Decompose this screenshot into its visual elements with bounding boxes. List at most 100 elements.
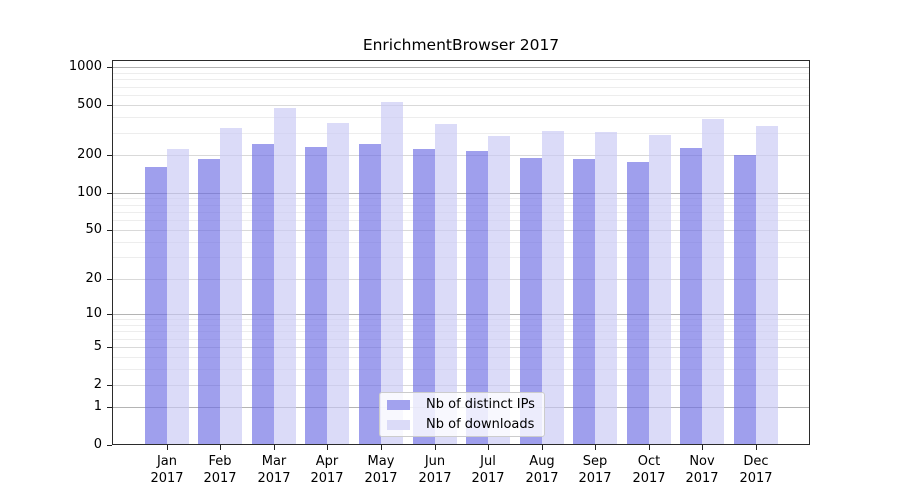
bar-downloads-jun xyxy=(435,124,457,445)
bar-distinct-ips-feb xyxy=(198,159,220,445)
x-tick-label-jun: Jun 2017 xyxy=(405,453,465,487)
y-tick-label-1000: 1000 xyxy=(68,59,102,75)
gridline-200 xyxy=(113,155,809,156)
y-tick-500 xyxy=(107,105,112,107)
y-tick-2 xyxy=(107,384,112,386)
y-tick-label-0: 0 xyxy=(93,437,102,452)
bar-distinct-ips-nov xyxy=(680,147,702,445)
bar-distinct-ips-oct xyxy=(627,162,649,445)
y-tick-label-20: 20 xyxy=(85,270,102,286)
x-tick-year-text: 2017 xyxy=(471,471,505,486)
gridline-minor-60 xyxy=(113,220,809,222)
legend: Nb of distinct IPs Nb of downloads xyxy=(379,392,545,437)
chart-title: EnrichmentBrowser 2017 xyxy=(362,36,560,54)
x-tick-month-text: Dec xyxy=(743,454,769,469)
gridline-minor-40 xyxy=(113,242,809,243)
x-tick-label-mar: Mar 2017 xyxy=(244,453,304,487)
legend-item-distinct-ips: Nb of distinct IPs xyxy=(387,395,544,414)
x-tick-jun xyxy=(435,445,436,450)
gridline-minor-30 xyxy=(113,257,809,259)
x-tick-label-jan: Jan 2017 xyxy=(137,453,197,487)
x-tick-aug xyxy=(542,445,543,450)
x-tick-month-text: Sep xyxy=(582,454,608,469)
y-tick-100 xyxy=(107,192,112,194)
gridline-minor-9 xyxy=(113,319,809,321)
x-tick-month-text: Jan xyxy=(156,454,178,469)
gridline-minor-6 xyxy=(113,338,809,340)
gridline-minor-700 xyxy=(113,86,809,88)
bar-distinct-ips-jan xyxy=(145,167,167,445)
bar-distinct-ips-may xyxy=(359,143,381,445)
gridline-minor-3 xyxy=(113,369,809,371)
gridline-2 xyxy=(113,384,809,386)
legend-swatch-distinct-ips xyxy=(387,399,410,410)
gridline-5 xyxy=(113,347,809,348)
x-tick-month-text: Jul xyxy=(480,454,496,469)
gridline-minor-800 xyxy=(113,79,809,81)
x-tick-year-text: 2017 xyxy=(203,471,237,486)
bar-downloads-apr xyxy=(327,122,349,445)
y-tick-label-200: 200 xyxy=(77,147,102,162)
y-tick-label-2: 2 xyxy=(93,376,102,392)
y-tick-label-5: 5 xyxy=(93,339,102,354)
x-tick-year-text: 2017 xyxy=(310,471,344,486)
bar-distinct-ips-jul xyxy=(466,151,488,445)
bar-distinct-ips-mar xyxy=(252,143,274,445)
x-tick-may xyxy=(381,445,382,450)
y-tick-0 xyxy=(107,445,112,446)
x-tick-label-apr: Apr 2017 xyxy=(297,453,357,487)
x-tick-nov xyxy=(702,445,703,450)
x-tick-month-text: May xyxy=(367,454,395,469)
gridline-minor-600 xyxy=(113,95,809,97)
gridline-minor-80 xyxy=(113,204,809,206)
y-tick-label-100: 100 xyxy=(77,184,102,200)
legend-swatch-downloads xyxy=(387,419,410,430)
gridline-minor-4 xyxy=(113,357,809,358)
x-tick-month-text: Jun xyxy=(424,454,446,469)
gridline-minor-7 xyxy=(113,331,809,333)
x-tick-year-text: 2017 xyxy=(257,471,291,486)
bar-downloads-sep xyxy=(595,132,617,445)
x-tick-feb xyxy=(220,445,221,450)
y-tick-10 xyxy=(107,313,112,315)
bar-downloads-mar xyxy=(274,107,296,445)
bar-downloads-jan xyxy=(167,148,189,445)
y-tick-label-10: 10 xyxy=(85,305,102,321)
x-tick-label-dec: Dec 2017 xyxy=(726,453,786,487)
x-tick-year-text: 2017 xyxy=(525,471,559,486)
bar-downloads-dec xyxy=(756,125,778,445)
y-tick-label-500: 500 xyxy=(77,97,102,113)
legend-label-downloads: Nb of downloads xyxy=(426,417,535,432)
x-tick-year-text: 2017 xyxy=(578,471,612,486)
x-tick-label-oct: Oct 2017 xyxy=(619,453,679,487)
gridline-100 xyxy=(113,192,809,194)
gridline-1000 xyxy=(113,67,809,69)
gridline-minor-70 xyxy=(113,211,809,213)
bar-distinct-ips-jun xyxy=(413,149,435,445)
x-tick-label-feb: Feb 2017 xyxy=(190,453,250,487)
x-tick-year-text: 2017 xyxy=(418,471,452,486)
x-tick-dec xyxy=(756,445,757,450)
gridline-minor-90 xyxy=(113,198,809,200)
x-tick-month-text: Mar xyxy=(261,454,287,469)
gridline-minor-400 xyxy=(113,117,809,119)
y-tick-label-50: 50 xyxy=(85,222,102,237)
gridline-minor-8 xyxy=(113,324,809,326)
bar-distinct-ips-aug xyxy=(520,157,542,445)
x-tick-month-text: Feb xyxy=(208,454,232,469)
x-tick-month-text: Apr xyxy=(315,454,339,469)
x-tick-sep xyxy=(595,445,596,450)
x-tick-year-text: 2017 xyxy=(739,471,773,486)
bar-downloads-nov xyxy=(702,118,724,445)
x-tick-label-sep: Sep 2017 xyxy=(565,453,625,487)
y-tick-200 xyxy=(107,155,112,156)
legend-item-downloads: Nb of downloads xyxy=(387,415,544,434)
x-tick-year-text: 2017 xyxy=(150,471,184,486)
bar-distinct-ips-apr xyxy=(305,146,327,445)
gridline-500 xyxy=(113,105,809,107)
gridline-minor-900 xyxy=(113,73,809,74)
x-tick-month-text: Nov xyxy=(689,454,715,469)
x-tick-label-aug: Aug 2017 xyxy=(512,453,572,487)
bar-downloads-feb xyxy=(220,127,242,445)
